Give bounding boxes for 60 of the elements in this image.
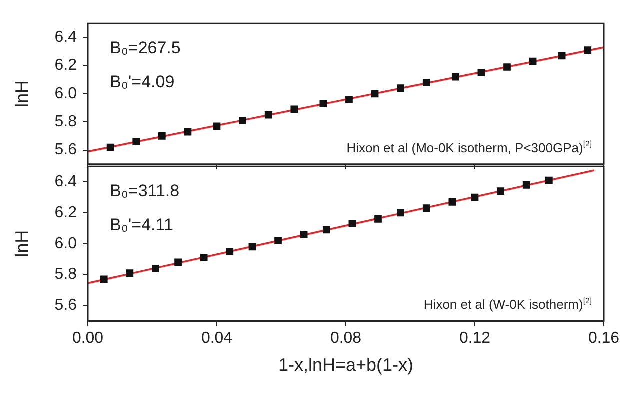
point — [300, 230, 308, 238]
y-tick-label: 6.0 — [54, 235, 78, 252]
point — [174, 258, 182, 266]
point — [213, 122, 221, 130]
point — [478, 69, 486, 77]
point — [397, 84, 405, 92]
point — [200, 254, 208, 262]
point — [545, 176, 553, 184]
point — [558, 52, 566, 60]
annotation: B₀=311.8 — [110, 182, 180, 201]
y-tick-label: 6.4 — [54, 29, 78, 46]
annotation: B₀=267.5 — [110, 38, 181, 58]
y-tick-label: 6.0 — [54, 85, 78, 102]
point — [320, 100, 328, 108]
point — [529, 58, 537, 66]
point — [239, 117, 246, 124]
point — [452, 73, 460, 81]
point — [346, 96, 353, 104]
point — [290, 106, 298, 114]
point — [497, 188, 504, 196]
point — [264, 111, 272, 119]
point — [374, 215, 382, 223]
point — [248, 243, 256, 251]
point — [348, 220, 356, 228]
point — [132, 138, 140, 146]
point — [422, 79, 430, 86]
point — [371, 90, 379, 98]
y-tick-label: 6.2 — [54, 204, 78, 222]
x-tick-label: 0.04 — [201, 330, 233, 348]
x-tick-label: 0.08 — [330, 330, 362, 348]
x-axis-title: 1-x,lnH=a+b(1-x) — [278, 355, 414, 376]
point — [471, 194, 479, 202]
point — [126, 270, 134, 277]
point — [504, 64, 511, 71]
x-tick-label: 0.16 — [588, 330, 620, 348]
annotation: B₀'=4.09 — [110, 72, 175, 92]
point — [226, 248, 234, 256]
point — [522, 181, 530, 189]
y-tick-label: 5.8 — [54, 114, 78, 131]
point — [448, 198, 456, 206]
point — [106, 144, 114, 152]
x-tick-label: 0.00 — [72, 330, 104, 348]
point — [422, 204, 430, 212]
y-tick-label: 5.6 — [54, 297, 78, 314]
y-tick-label: 6.2 — [54, 57, 78, 74]
point — [322, 226, 330, 234]
y-axis-title: lnH — [12, 230, 32, 258]
point — [100, 276, 108, 284]
point — [397, 209, 405, 217]
x-tick-label: 0.12 — [459, 330, 491, 348]
y-tick-label: 5.6 — [54, 142, 78, 159]
point — [274, 237, 282, 244]
point — [152, 264, 160, 272]
point — [158, 132, 166, 140]
y-tick-label: 5.8 — [54, 266, 78, 284]
y-axis-title: lnH — [12, 80, 32, 108]
y-tick-label: 6.4 — [54, 173, 78, 190]
annotation: B₀'=4.11 — [110, 216, 174, 235]
point — [584, 46, 592, 54]
point — [184, 128, 192, 136]
